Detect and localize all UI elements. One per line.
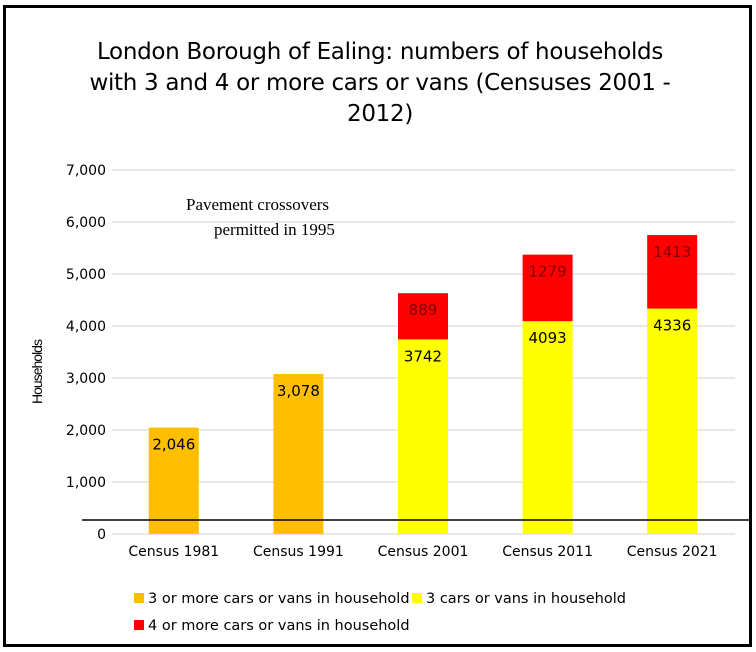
y-tick-label: 3,000 bbox=[66, 371, 106, 387]
data-label: 4336 bbox=[653, 317, 691, 335]
legend-label: 4 or more cars or vans in household bbox=[148, 618, 410, 634]
data-label: 3,078 bbox=[277, 382, 320, 400]
legend-swatch bbox=[134, 620, 144, 630]
chart-title-line: with 3 and 4 or more cars or vans (Censu… bbox=[89, 70, 671, 96]
data-label: 3742 bbox=[404, 347, 442, 365]
x-tick-label: Census 1991 bbox=[253, 544, 344, 560]
bar-segment bbox=[522, 321, 573, 534]
x-tick-label: Census 1981 bbox=[128, 544, 219, 560]
y-tick-label: 4,000 bbox=[66, 319, 106, 335]
y-axis-title: Households bbox=[29, 339, 45, 404]
y-tick-label: 7,000 bbox=[66, 163, 106, 179]
y-tick-label: 5,000 bbox=[66, 267, 106, 283]
legend: 3 or more cars or vans in household 3 car… bbox=[134, 591, 626, 634]
annotation-line: Pavement crossovers bbox=[186, 195, 329, 214]
chart-title: London Borough of Ealing: numbers of hou… bbox=[60, 37, 700, 130]
bar-segment bbox=[398, 339, 448, 534]
chart-title-line: London Borough of Ealing: numbers of hou… bbox=[96, 39, 664, 65]
data-label: 1279 bbox=[529, 263, 567, 281]
y-tick-labels: 0 1,000 2,000 3,000 4,000 5,000 6,000 7,000 bbox=[66, 163, 106, 543]
x-tick-label: Census 2011 bbox=[502, 544, 593, 560]
data-label: 889 bbox=[409, 301, 438, 319]
x-tick-label: Census 2001 bbox=[378, 544, 469, 560]
data-label: 2,046 bbox=[152, 436, 195, 454]
chart-title-line: 2012) bbox=[346, 101, 413, 127]
bar-segment bbox=[398, 293, 448, 340]
y-tick-label: 0 bbox=[97, 527, 106, 543]
bar-segment bbox=[522, 254, 573, 322]
bar-segment bbox=[273, 373, 324, 534]
bars bbox=[148, 235, 698, 534]
x-tick-label: Census 2021 bbox=[627, 544, 718, 560]
legend-label: 3 or more cars or vans in household bbox=[148, 591, 410, 607]
annotation-line: permitted in 1995 bbox=[214, 220, 335, 239]
bar-segment bbox=[647, 308, 698, 534]
x-tick-labels: Census 1981 Census 1991 Census 2001 Census … bbox=[128, 544, 717, 560]
data-label: 1413 bbox=[653, 243, 691, 261]
y-tick-label: 6,000 bbox=[66, 215, 106, 231]
legend-swatch bbox=[412, 593, 422, 603]
value-labels: 2,046 3,078 3742 889 4093 1279 4336 1413 bbox=[152, 243, 691, 454]
y-tick-label: 2,000 bbox=[66, 423, 106, 439]
legend-swatch bbox=[134, 593, 144, 603]
y-tick-label: 1,000 bbox=[66, 475, 106, 491]
legend-label: 3 cars or vans in household bbox=[426, 591, 626, 607]
data-label: 4093 bbox=[529, 329, 567, 347]
bar-segment bbox=[647, 235, 698, 309]
bar-segment bbox=[148, 427, 199, 534]
